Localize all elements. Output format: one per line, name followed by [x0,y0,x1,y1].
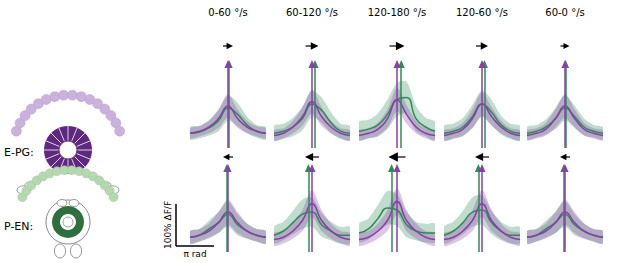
svg-text:120-180 °/s: 120-180 °/s [368,7,427,18]
svg-text:E-PG:: E-PG: [4,146,34,159]
svg-text:P-EN:: P-EN: [4,220,33,233]
svg-text:100% ΔF/F: 100% ΔF/F [163,201,173,249]
svg-text:60-120 °/s: 60-120 °/s [286,7,338,18]
svg-text:60-0 °/s: 60-0 °/s [545,7,584,18]
svg-text:120-60 °/s: 120-60 °/s [456,7,508,18]
svg-text:π rad: π rad [183,249,206,259]
svg-text:0-60 °/s: 0-60 °/s [208,7,247,18]
